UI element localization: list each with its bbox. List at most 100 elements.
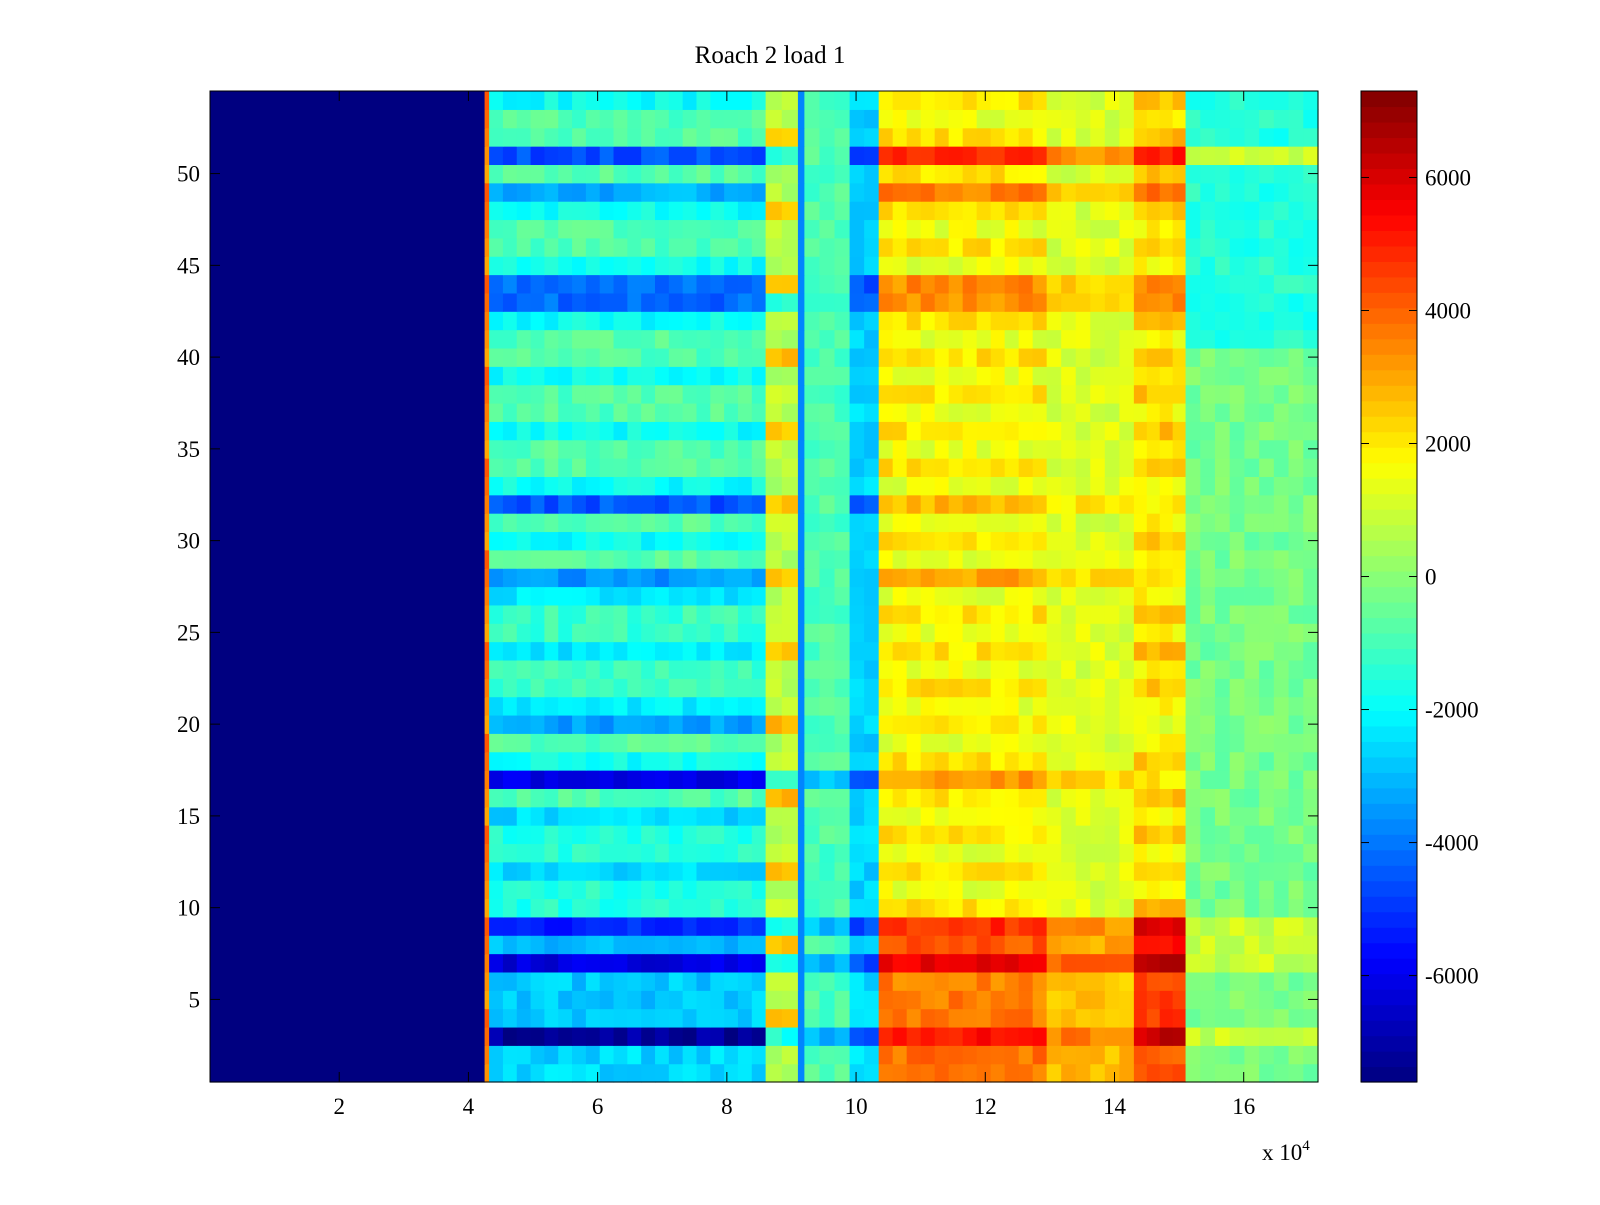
heatmap-cell bbox=[878, 219, 894, 239]
heatmap-cell bbox=[781, 256, 799, 276]
heatmap-cell bbox=[920, 861, 936, 881]
heatmap-cell bbox=[484, 329, 490, 349]
heatmap-cell bbox=[819, 513, 836, 533]
heatmap-cell bbox=[1185, 127, 1201, 147]
heatmap-cell bbox=[544, 311, 559, 331]
heatmap-cell bbox=[516, 953, 532, 973]
heatmap-cell bbox=[1244, 219, 1260, 239]
heatmap-cell bbox=[1018, 384, 1034, 404]
heatmap-cell bbox=[1018, 476, 1034, 496]
heatmap-cell bbox=[765, 439, 783, 459]
heatmap-cell bbox=[976, 549, 992, 569]
heatmap-cell bbox=[1133, 659, 1148, 679]
heatmap-cell bbox=[668, 971, 684, 991]
heatmap-cell bbox=[682, 513, 698, 533]
heatmap-cell bbox=[696, 182, 711, 202]
heatmap-cell bbox=[1273, 1063, 1290, 1083]
heatmap-cell bbox=[668, 916, 684, 936]
heatmap-cell bbox=[737, 531, 753, 551]
heatmap-cell bbox=[781, 806, 799, 826]
heatmap-cell bbox=[484, 861, 490, 881]
heatmap-cell bbox=[1259, 659, 1275, 679]
heatmap-cell bbox=[558, 274, 573, 294]
heatmap-cell bbox=[1159, 770, 1174, 789]
heatmap-cell bbox=[834, 1026, 851, 1046]
heatmap-cell bbox=[976, 568, 992, 588]
heatmap-cell bbox=[530, 568, 546, 588]
heatmap-cell bbox=[682, 916, 698, 936]
heatmap-cell bbox=[585, 1026, 601, 1046]
heatmap-cell bbox=[599, 439, 615, 459]
heatmap-cell bbox=[849, 568, 865, 588]
heatmap-cell bbox=[1075, 182, 1091, 202]
colorbar-swatch bbox=[1361, 431, 1417, 448]
heatmap-cell bbox=[934, 604, 950, 624]
heatmap-cell bbox=[1104, 476, 1120, 496]
heatmap-cell bbox=[920, 641, 936, 661]
heatmap-cell bbox=[710, 384, 725, 404]
colorbar-swatch bbox=[1361, 323, 1417, 340]
heatmap-cell bbox=[962, 274, 978, 294]
heatmap-cell bbox=[1244, 953, 1260, 973]
heatmap-cell bbox=[1172, 1008, 1187, 1028]
heatmap-cell bbox=[572, 1063, 587, 1083]
heatmap-cell bbox=[781, 421, 799, 441]
heatmap-cell bbox=[1303, 659, 1319, 679]
heatmap-cell bbox=[1119, 953, 1135, 973]
heatmap-cell bbox=[1061, 1008, 1077, 1028]
heatmap-cell bbox=[1259, 256, 1275, 276]
heatmap-cell bbox=[990, 880, 1006, 900]
heatmap-cell bbox=[751, 604, 767, 624]
heatmap-cell bbox=[599, 421, 615, 441]
heatmap-cell bbox=[655, 714, 670, 734]
heatmap-cell bbox=[1046, 274, 1062, 294]
heatmap-cell bbox=[627, 439, 642, 459]
heatmap-cell bbox=[1032, 971, 1048, 991]
heatmap-cell bbox=[781, 1045, 799, 1065]
heatmap-cell bbox=[530, 439, 546, 459]
heatmap-cell bbox=[990, 696, 1006, 716]
heatmap-cell bbox=[1075, 531, 1091, 551]
heatmap-cell bbox=[1104, 825, 1120, 845]
heatmap-cell bbox=[484, 201, 490, 221]
heatmap-cell bbox=[502, 347, 518, 367]
heatmap-cell bbox=[1259, 347, 1275, 367]
heatmap-cell bbox=[544, 843, 559, 863]
heatmap-cell bbox=[530, 164, 546, 184]
heatmap-cell bbox=[781, 843, 799, 863]
heatmap-cell bbox=[627, 458, 642, 477]
heatmap-cell bbox=[819, 751, 836, 771]
heatmap-cell bbox=[892, 274, 908, 294]
heatmap-cell bbox=[572, 384, 587, 404]
heatmap-cell bbox=[1288, 788, 1304, 808]
heatmap-cell bbox=[1229, 604, 1246, 624]
colorbar-swatch bbox=[1361, 756, 1417, 773]
heatmap-cell bbox=[516, 421, 532, 441]
heatmap-cell bbox=[489, 623, 504, 643]
heatmap-cell bbox=[751, 916, 767, 936]
heatmap-cell bbox=[920, 971, 936, 991]
heatmap-cell bbox=[819, 696, 836, 716]
heatmap-cell bbox=[819, 439, 836, 459]
heatmap-cell bbox=[1172, 146, 1187, 166]
heatmap-cell bbox=[1288, 513, 1304, 533]
heatmap-cell bbox=[1273, 788, 1290, 808]
heatmap-cell bbox=[1273, 733, 1290, 753]
heatmap-cell bbox=[948, 659, 964, 679]
heatmap-cell bbox=[1046, 806, 1062, 826]
heatmap-cell bbox=[781, 1063, 799, 1083]
heatmap-cell bbox=[878, 586, 894, 606]
heatmap-cell bbox=[737, 806, 753, 826]
heatmap-cell bbox=[530, 623, 546, 643]
heatmap-cell bbox=[544, 513, 559, 533]
heatmap-cell bbox=[1032, 733, 1048, 753]
heatmap-cell bbox=[682, 751, 698, 771]
colorbar-swatch bbox=[1361, 896, 1417, 913]
heatmap-cell bbox=[724, 531, 739, 551]
heatmap-cell bbox=[502, 1026, 518, 1046]
heatmap-cell bbox=[599, 329, 615, 349]
heatmap-cell bbox=[724, 1045, 739, 1065]
heatmap-cell bbox=[1303, 861, 1319, 881]
heatmap-cell bbox=[599, 531, 615, 551]
heatmap-cell bbox=[1214, 568, 1231, 588]
